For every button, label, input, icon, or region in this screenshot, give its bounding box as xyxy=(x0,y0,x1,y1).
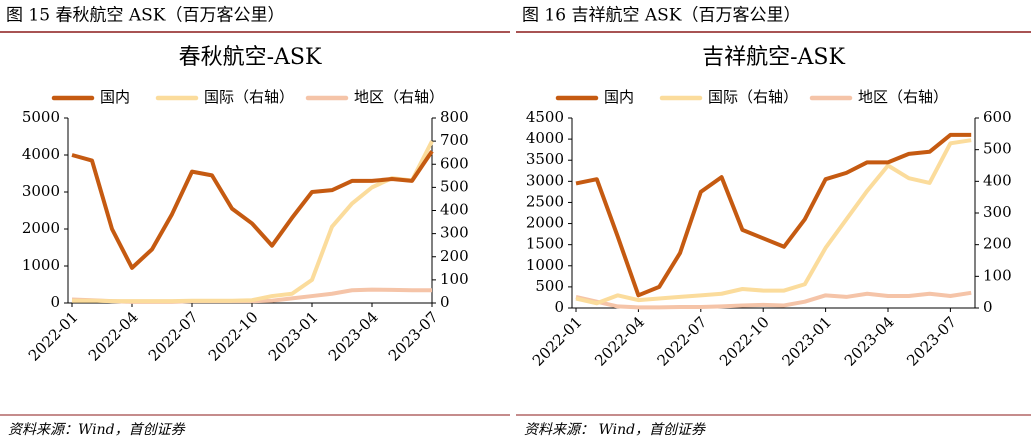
y2-tick-label: 500 xyxy=(983,140,1012,158)
x-tick-label: 2023-04 xyxy=(325,308,382,365)
y-tick-label: 4000 xyxy=(22,145,60,163)
y2-tick-label: 600 xyxy=(983,108,1012,126)
y2-tick-label: 300 xyxy=(983,203,1012,221)
series-line xyxy=(72,140,434,304)
y2-tick-label: 0 xyxy=(983,298,993,316)
legend-label: 地区（右轴） xyxy=(858,88,948,106)
legend-label: 国内 xyxy=(604,88,634,106)
y-tick-label: 3000 xyxy=(22,182,60,200)
chart-title: 吉祥航空-ASK xyxy=(702,45,845,70)
y2-tick-label: 100 xyxy=(440,270,469,288)
x-tick-label: 2022-01 xyxy=(529,313,586,370)
y-tick-label: 3500 xyxy=(526,150,564,168)
x-tick-label: 2023-01 xyxy=(778,313,835,370)
x-tick-label: 2022-10 xyxy=(716,313,773,370)
y2-tick-label: 300 xyxy=(440,224,469,242)
y2-tick-label: 800 xyxy=(440,108,469,126)
y-tick-label: 1000 xyxy=(526,256,564,274)
x-tick-label: 2023-01 xyxy=(265,308,322,365)
x-tick-label: 2023-07 xyxy=(385,308,442,365)
chart-title: 春秋航空-ASK xyxy=(179,45,322,70)
y2-tick-label: 200 xyxy=(440,247,469,265)
source: 资料来源： Wind，首创证券 xyxy=(524,422,706,438)
caption: 图 16 吉祥航空 ASK（百万客公里） xyxy=(522,6,800,26)
x-tick-label: 2022-07 xyxy=(654,313,711,370)
legend-label: 国际（右轴） xyxy=(708,88,798,106)
x-tick-label: 2022-07 xyxy=(145,308,202,365)
series-line xyxy=(71,150,434,270)
y-tick-label: 5000 xyxy=(22,108,60,126)
x-tick-label: 2022-04 xyxy=(85,308,142,365)
y2-tick-label: 400 xyxy=(440,201,469,219)
y-tick-label: 1000 xyxy=(22,256,60,274)
y-tick-label: 4500 xyxy=(526,108,564,126)
x-tick-label: 2023-04 xyxy=(841,313,898,370)
x-tick-label: 2022-01 xyxy=(25,308,82,365)
x-tick-label: 2023-07 xyxy=(903,313,960,370)
y-tick-label: 0 xyxy=(50,293,60,311)
y2-tick-label: 600 xyxy=(440,154,469,172)
caption: 图 15 春秋航空 ASK（百万客公里） xyxy=(6,6,284,26)
series-line xyxy=(575,132,972,298)
y-tick-label: 2000 xyxy=(526,214,564,232)
source: 资料来源：Wind，首创证券 xyxy=(8,422,186,438)
x-tick-label: 2022-04 xyxy=(591,313,648,370)
x-tick-label: 2022-10 xyxy=(205,308,262,365)
series-line xyxy=(575,138,972,306)
y2-tick-label: 0 xyxy=(440,293,450,311)
legend-label: 地区（右轴） xyxy=(354,88,444,106)
y-tick-label: 0 xyxy=(554,298,564,316)
legend-label: 国际（右轴） xyxy=(204,88,294,106)
y2-tick-label: 700 xyxy=(440,131,469,149)
y-tick-label: 2500 xyxy=(526,192,564,210)
y2-tick-label: 100 xyxy=(983,266,1012,284)
y-tick-label: 1500 xyxy=(526,235,564,253)
y2-tick-label: 400 xyxy=(983,171,1012,189)
y-tick-label: 4000 xyxy=(526,129,564,147)
y-tick-label: 3000 xyxy=(526,171,564,189)
y-tick-label: 2000 xyxy=(22,219,60,237)
y2-tick-label: 500 xyxy=(440,177,469,195)
y-tick-label: 500 xyxy=(535,277,564,295)
legend-label: 国内 xyxy=(100,88,130,106)
y2-tick-label: 200 xyxy=(983,235,1012,253)
series-line xyxy=(575,290,972,310)
